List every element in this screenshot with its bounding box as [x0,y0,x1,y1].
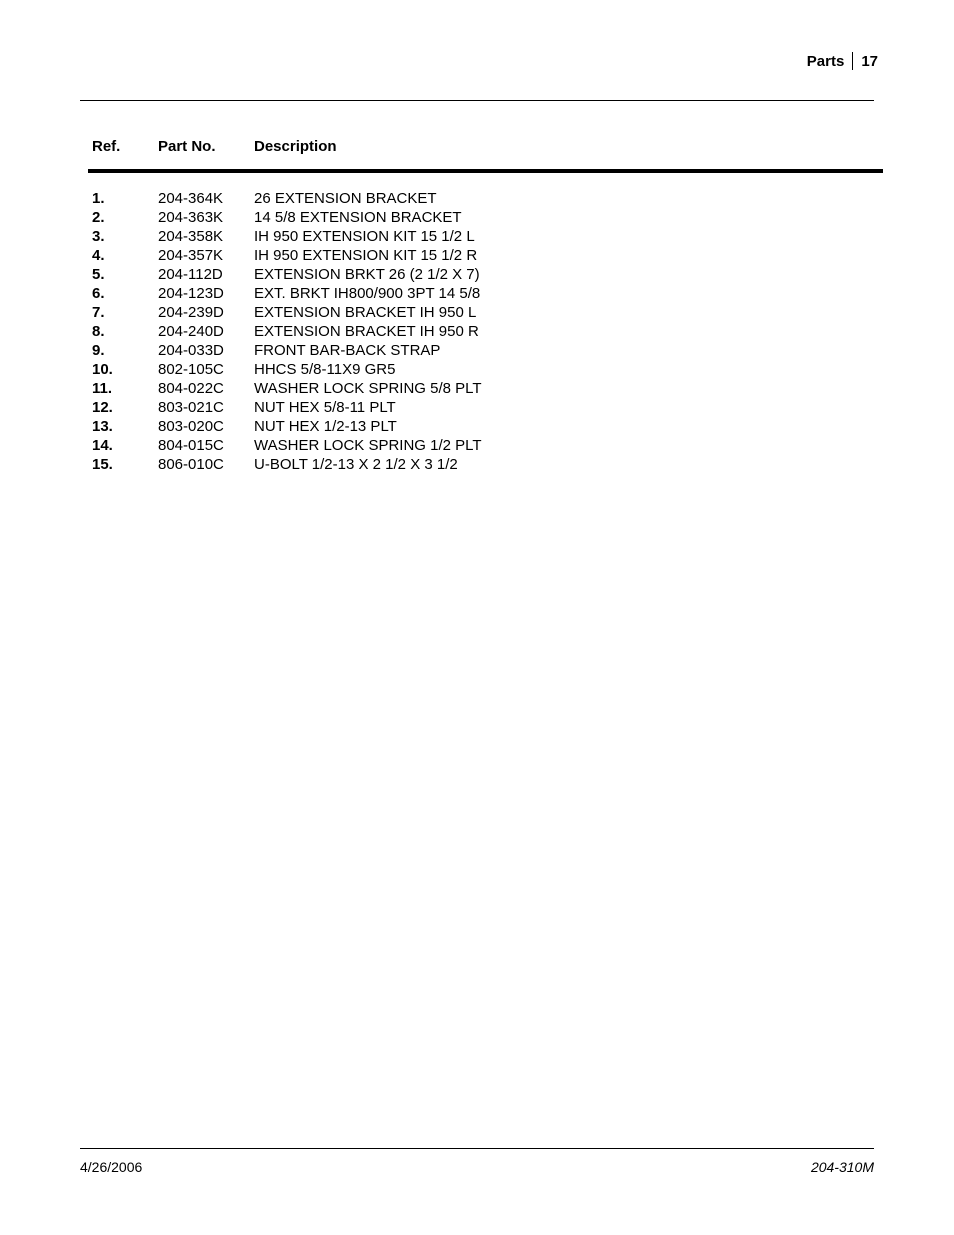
table-row: 13.803-020CNUT HEX 1/2-13 PLT [92,417,862,436]
cell-part-no: 803-020C [158,417,254,436]
cell-description: U-BOLT 1/2-13 X 2 1/2 X 3 1/2 [254,455,862,474]
cell-description: NUT HEX 5/8-11 PLT [254,398,862,417]
cell-description: WASHER LOCK SPRING 1/2 PLT [254,436,862,455]
header-section: Parts [807,53,845,70]
bottom-rule [80,1148,874,1149]
cell-ref: 1. [92,189,158,208]
cell-part-no: 802-105C [158,360,254,379]
cell-part-no: 204-240D [158,322,254,341]
cell-description: NUT HEX 1/2-13 PLT [254,417,862,436]
cell-ref: 7. [92,303,158,322]
table-row: 12.803-021CNUT HEX 5/8-11 PLT [92,398,862,417]
cell-ref: 13. [92,417,158,436]
cell-part-no: 204-239D [158,303,254,322]
cell-description: EXTENSION BRKT 26 (2 1/2 X 7) [254,265,862,284]
cell-ref: 5. [92,265,158,284]
table-body: 1.204-364K26 EXTENSION BRACKET2.204-363K… [92,189,862,474]
cell-description: FRONT BAR-BACK STRAP [254,341,862,360]
cell-description: 14 5/8 EXTENSION BRACKET [254,208,862,227]
cell-description: 26 EXTENSION BRACKET [254,189,862,208]
table-row: 14.804-015CWASHER LOCK SPRING 1/2 PLT [92,436,862,455]
header-rule [88,169,883,173]
cell-description: WASHER LOCK SPRING 5/8 PLT [254,379,862,398]
cell-part-no: 204-123D [158,284,254,303]
cell-ref: 14. [92,436,158,455]
footer-doc-no: 204-310M [811,1159,874,1175]
table-row: 6.204-123DEXT. BRKT IH800/900 3PT 14 5/8 [92,284,862,303]
table-row: 4.204-357KIH 950 EXTENSION KIT 15 1/2 R [92,246,862,265]
footer-line: 4/26/2006 204-310M [80,1159,874,1175]
cell-description: EXT. BRKT IH800/900 3PT 14 5/8 [254,284,862,303]
cell-ref: 11. [92,379,158,398]
table-row: 5.204-112DEXTENSION BRKT 26 (2 1/2 X 7) [92,265,862,284]
col-header-description: Description [254,138,862,155]
cell-description: IH 950 EXTENSION KIT 15 1/2 R [254,246,862,265]
cell-part-no: 204-364K [158,189,254,208]
cell-ref: 3. [92,227,158,246]
header-page-number: 17 [861,53,878,70]
cell-ref: 12. [92,398,158,417]
cell-ref: 15. [92,455,158,474]
top-rule [80,100,874,101]
table-row: 15.806-010CU-BOLT 1/2-13 X 2 1/2 X 3 1/2 [92,455,862,474]
col-header-part-no: Part No. [158,138,254,155]
page-footer: 4/26/2006 204-310M [80,1148,874,1175]
parts-table: Ref. Part No. Description 1.204-364K26 E… [92,138,862,474]
cell-part-no: 806-010C [158,455,254,474]
table-row: 3.204-358KIH 950 EXTENSION KIT 15 1/2 L [92,227,862,246]
table-row: 9.204-033DFRONT BAR-BACK STRAP [92,341,862,360]
cell-description: HHCS 5/8-11X9 GR5 [254,360,862,379]
table-row: 10.802-105CHHCS 5/8-11X9 GR5 [92,360,862,379]
cell-ref: 10. [92,360,158,379]
cell-description: EXTENSION BRACKET IH 950 L [254,303,862,322]
cell-description: IH 950 EXTENSION KIT 15 1/2 L [254,227,862,246]
cell-part-no: 204-357K [158,246,254,265]
table-row: 11.804-022CWASHER LOCK SPRING 5/8 PLT [92,379,862,398]
table-row: 2.204-363K14 5/8 EXTENSION BRACKET [92,208,862,227]
cell-ref: 8. [92,322,158,341]
cell-part-no: 204-033D [158,341,254,360]
footer-date: 4/26/2006 [80,1159,142,1175]
cell-description: EXTENSION BRACKET IH 950 R [254,322,862,341]
table-row: 1.204-364K26 EXTENSION BRACKET [92,189,862,208]
cell-part-no: 204-363K [158,208,254,227]
cell-part-no: 804-015C [158,436,254,455]
page: Parts 17 Ref. Part No. Description 1.204… [0,0,954,1235]
cell-ref: 6. [92,284,158,303]
table-row: 7.204-239DEXTENSION BRACKET IH 950 L [92,303,862,322]
cell-ref: 4. [92,246,158,265]
cell-part-no: 204-112D [158,265,254,284]
table-header-row: Ref. Part No. Description [92,138,862,169]
header-separator [852,52,853,70]
cell-part-no: 804-022C [158,379,254,398]
cell-ref: 2. [92,208,158,227]
cell-ref: 9. [92,341,158,360]
table-row: 8.204-240DEXTENSION BRACKET IH 950 R [92,322,862,341]
cell-part-no: 204-358K [158,227,254,246]
col-header-ref: Ref. [92,138,158,155]
page-header: Parts 17 [807,52,878,70]
cell-part-no: 803-021C [158,398,254,417]
